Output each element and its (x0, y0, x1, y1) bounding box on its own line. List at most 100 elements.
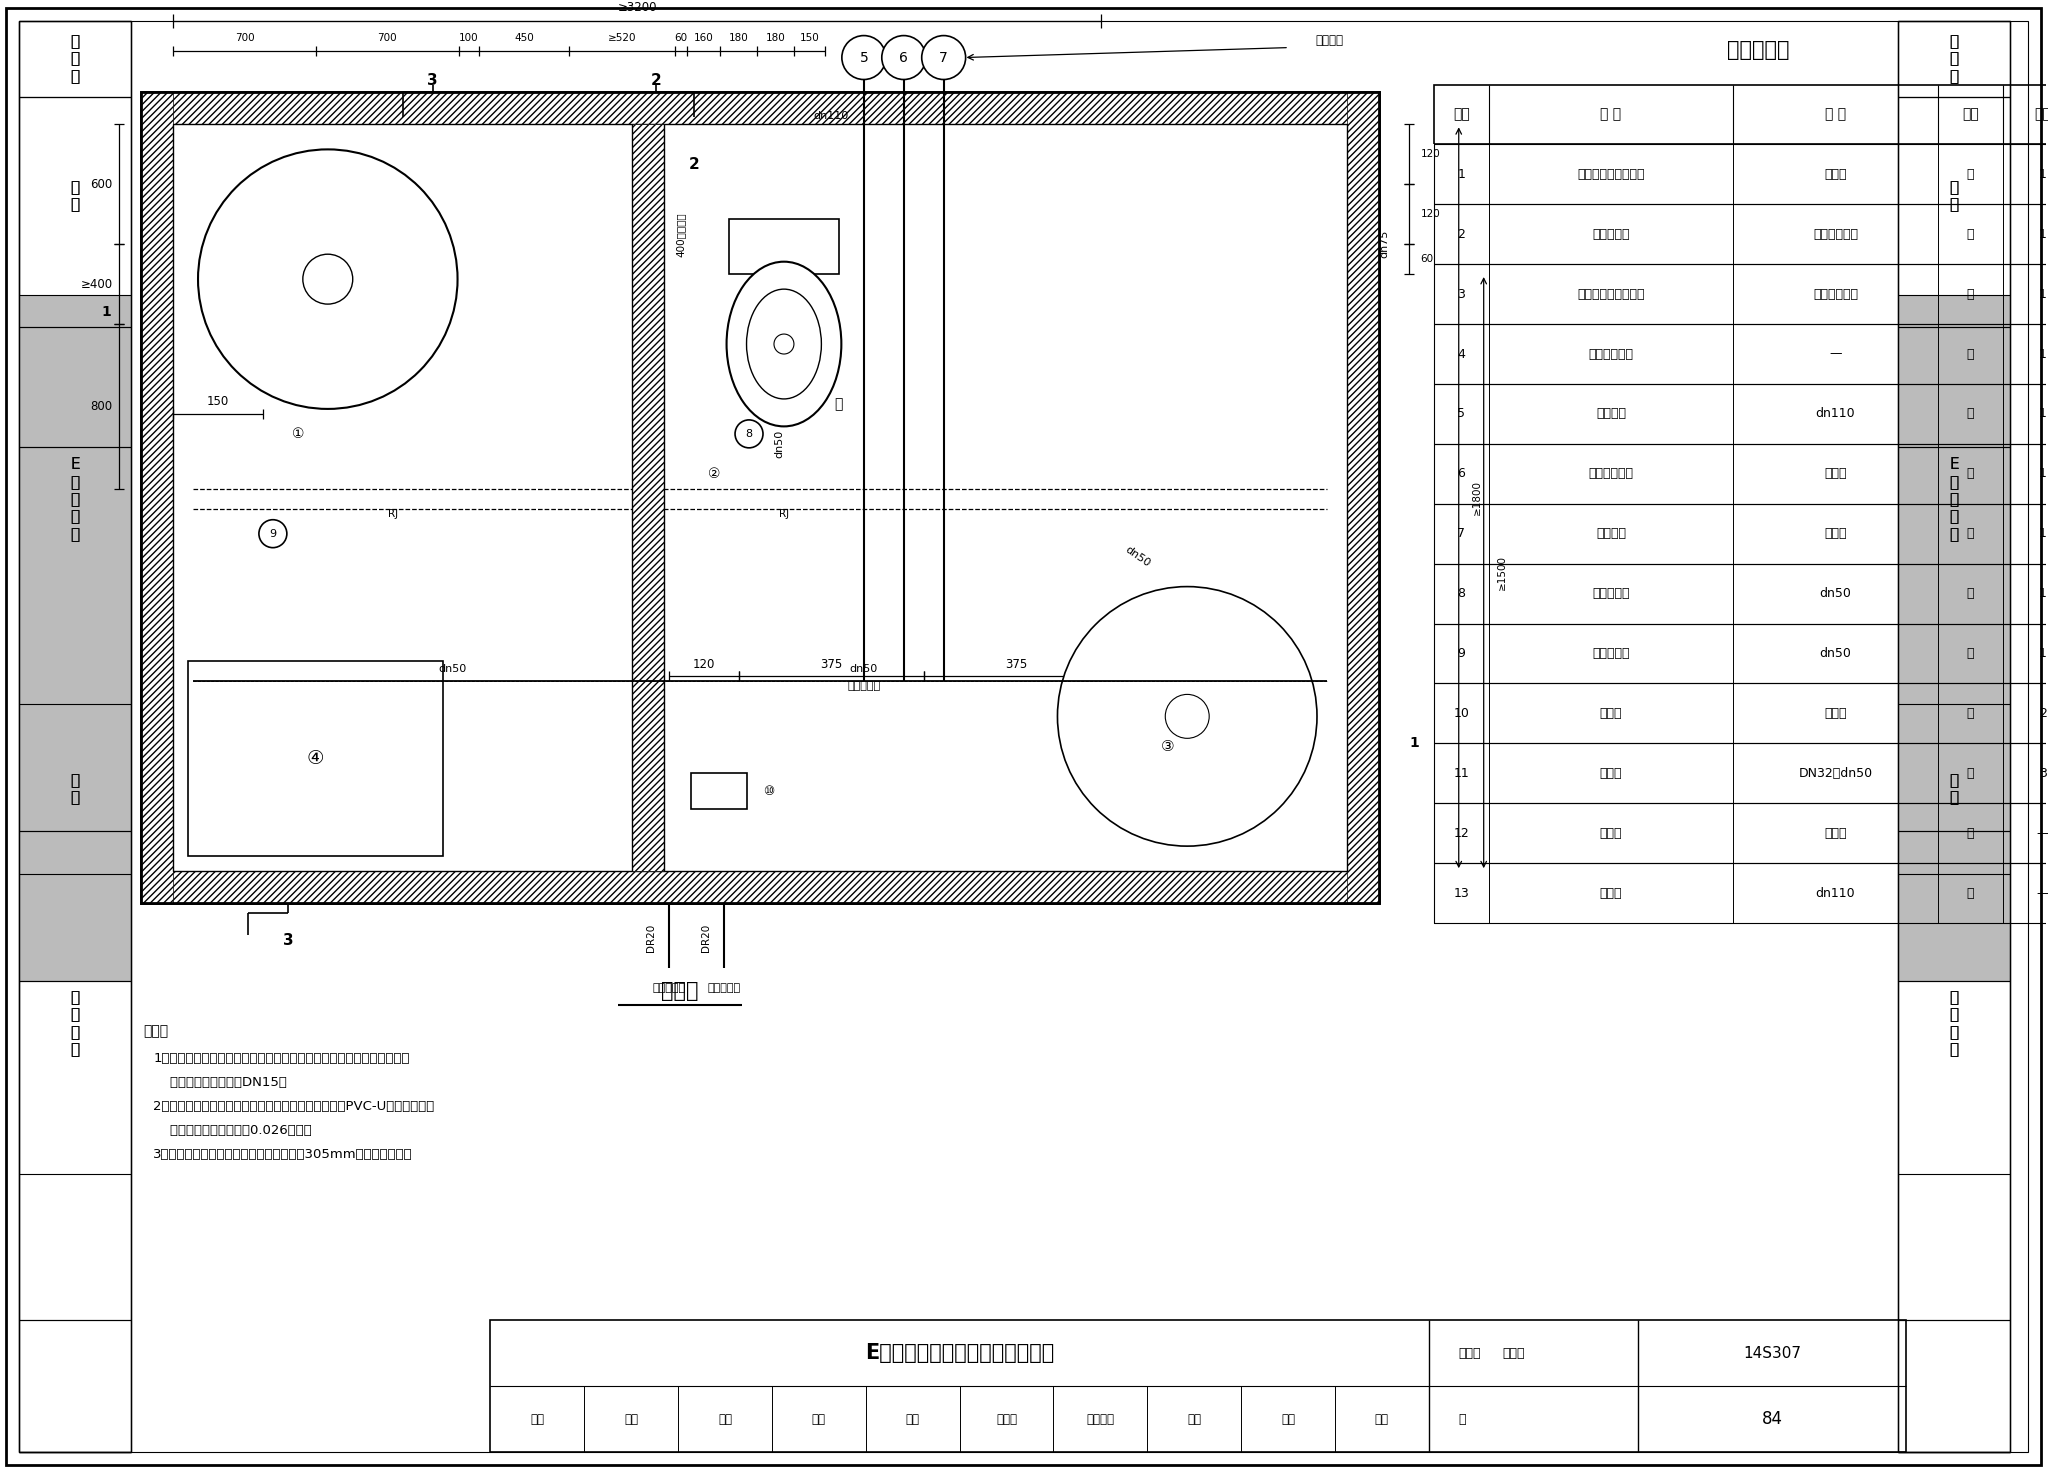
Text: 个: 个 (1966, 587, 1974, 600)
Text: E型卫生间给排水管道安装方案四: E型卫生间给排水管道安装方案四 (864, 1344, 1055, 1363)
Text: dn110: dn110 (813, 112, 848, 122)
Bar (1434, 563, 2048, 623)
Text: 1: 1 (2038, 647, 2046, 660)
Text: 700: 700 (377, 32, 397, 43)
Text: 11: 11 (1454, 767, 1468, 779)
Text: 伸缩节: 伸缩节 (1599, 826, 1622, 839)
Bar (1898, 295, 2009, 704)
Bar (1434, 204, 2048, 265)
Text: 14S307: 14S307 (1743, 1345, 1800, 1361)
Text: 分体式下排水: 分体式下排水 (1812, 228, 1858, 241)
Text: 万水: 万水 (1282, 1413, 1294, 1426)
Text: 600: 600 (90, 178, 113, 191)
Text: 阳
台: 阳 台 (1950, 773, 1958, 806)
Text: —: — (2036, 826, 2048, 839)
Bar (141, 93, 1378, 903)
Circle shape (303, 254, 352, 304)
Text: 150: 150 (207, 395, 229, 409)
Text: 1: 1 (1458, 168, 1464, 181)
Bar (141, 93, 1378, 903)
Text: 万水: 万水 (1374, 1413, 1389, 1426)
Text: 厨
房: 厨 房 (1950, 181, 1958, 213)
Text: 1: 1 (2038, 228, 2046, 241)
Text: 总
说
明: 总 说 明 (72, 34, 80, 84)
Text: 60: 60 (674, 32, 688, 43)
Text: —: — (1829, 347, 1841, 360)
Text: 件，排水横支管坡度为0.026绘制。: 件，排水横支管坡度为0.026绘制。 (154, 1125, 311, 1138)
Text: 10: 10 (1454, 707, 1468, 720)
Text: 6: 6 (899, 50, 907, 65)
Text: 套: 套 (1966, 228, 1974, 241)
Bar (1434, 444, 2048, 504)
Bar (188, 662, 442, 856)
Text: 2: 2 (688, 157, 700, 172)
Text: 5: 5 (860, 50, 868, 65)
Text: 图集号: 图集号 (1503, 1347, 1526, 1360)
Text: 5: 5 (1458, 407, 1464, 420)
Circle shape (258, 520, 287, 548)
Bar (729, 219, 840, 275)
Bar (1434, 863, 2048, 923)
Text: 存水弯: 存水弯 (1599, 767, 1622, 779)
Text: ≥1800: ≥1800 (1473, 481, 1481, 516)
Bar (1348, 93, 1378, 903)
Text: 6: 6 (1458, 467, 1464, 481)
Text: 名 称: 名 称 (1599, 107, 1622, 122)
Text: 节
点
详
图: 节 点 详 图 (72, 991, 80, 1057)
Bar (18, 21, 131, 1452)
Text: 阳
台: 阳 台 (72, 773, 80, 806)
Text: 铸铁或亚克力: 铸铁或亚克力 (1812, 288, 1858, 301)
Text: 150: 150 (799, 32, 819, 43)
Ellipse shape (748, 290, 821, 398)
Text: dn50: dn50 (774, 429, 784, 459)
Text: 根: 根 (1966, 407, 1974, 420)
Text: 套: 套 (1966, 168, 1974, 181)
Circle shape (774, 334, 795, 354)
Text: RJ: RJ (778, 509, 788, 519)
Bar (141, 872, 1378, 903)
Text: 1: 1 (2038, 587, 2046, 600)
Text: 吊顶检修口: 吊顶检修口 (848, 682, 881, 691)
Bar (1434, 684, 2048, 744)
Text: —: — (2036, 886, 2048, 900)
Text: 450: 450 (514, 32, 535, 43)
Bar (1898, 21, 2009, 1452)
Bar (1434, 144, 2048, 204)
Text: 按设计: 按设计 (1825, 707, 1847, 720)
Text: 1: 1 (2038, 288, 2046, 301)
Text: 单柄混合水嘴洗脸盆: 单柄混合水嘴洗脸盆 (1577, 168, 1645, 181)
Text: ①: ① (291, 426, 303, 441)
Text: 总
说
明: 总 说 明 (72, 34, 80, 84)
Text: 专用通气立管: 专用通气立管 (1589, 467, 1634, 481)
Text: ≥520: ≥520 (608, 32, 637, 43)
Text: dn110: dn110 (1817, 886, 1855, 900)
Text: 厨
房: 厨 房 (72, 181, 80, 213)
Text: 个: 个 (1966, 647, 1974, 660)
Text: 3: 3 (283, 933, 293, 948)
Text: 2: 2 (651, 74, 662, 88)
Text: dn50: dn50 (1819, 587, 1851, 600)
Text: dn50: dn50 (438, 664, 467, 675)
Text: 120: 120 (1421, 150, 1440, 159)
Text: dn50: dn50 (1819, 647, 1851, 660)
Bar (489, 1320, 1907, 1452)
Text: dn50: dn50 (1122, 544, 1151, 569)
Text: 375: 375 (1006, 659, 1028, 670)
Text: ≥3200: ≥3200 (618, 1, 657, 15)
Text: 套: 套 (1966, 707, 1974, 720)
Bar (141, 93, 174, 903)
Bar (174, 125, 1348, 872)
Text: 375: 375 (821, 659, 842, 670)
Text: 数量: 数量 (2034, 107, 2048, 122)
Circle shape (842, 35, 887, 79)
Text: 3．本卫生间平面布置同时也适用于坑距为305mm的坐式大便器。: 3．本卫生间平面布置同时也适用于坑距为305mm的坐式大便器。 (154, 1148, 414, 1161)
Text: 单柄水嘴无裙边浴盆: 单柄水嘴无裙边浴盆 (1577, 288, 1645, 301)
Text: 2: 2 (1458, 228, 1464, 241)
Text: DR20: DR20 (647, 923, 655, 953)
Text: 分水器: 分水器 (1599, 707, 1622, 720)
Text: 个: 个 (1966, 767, 1974, 779)
Bar (1434, 744, 2048, 803)
Text: 厨
房: 厨 房 (72, 181, 80, 213)
Bar (18, 295, 131, 704)
Text: 张淼: 张淼 (625, 1413, 639, 1426)
